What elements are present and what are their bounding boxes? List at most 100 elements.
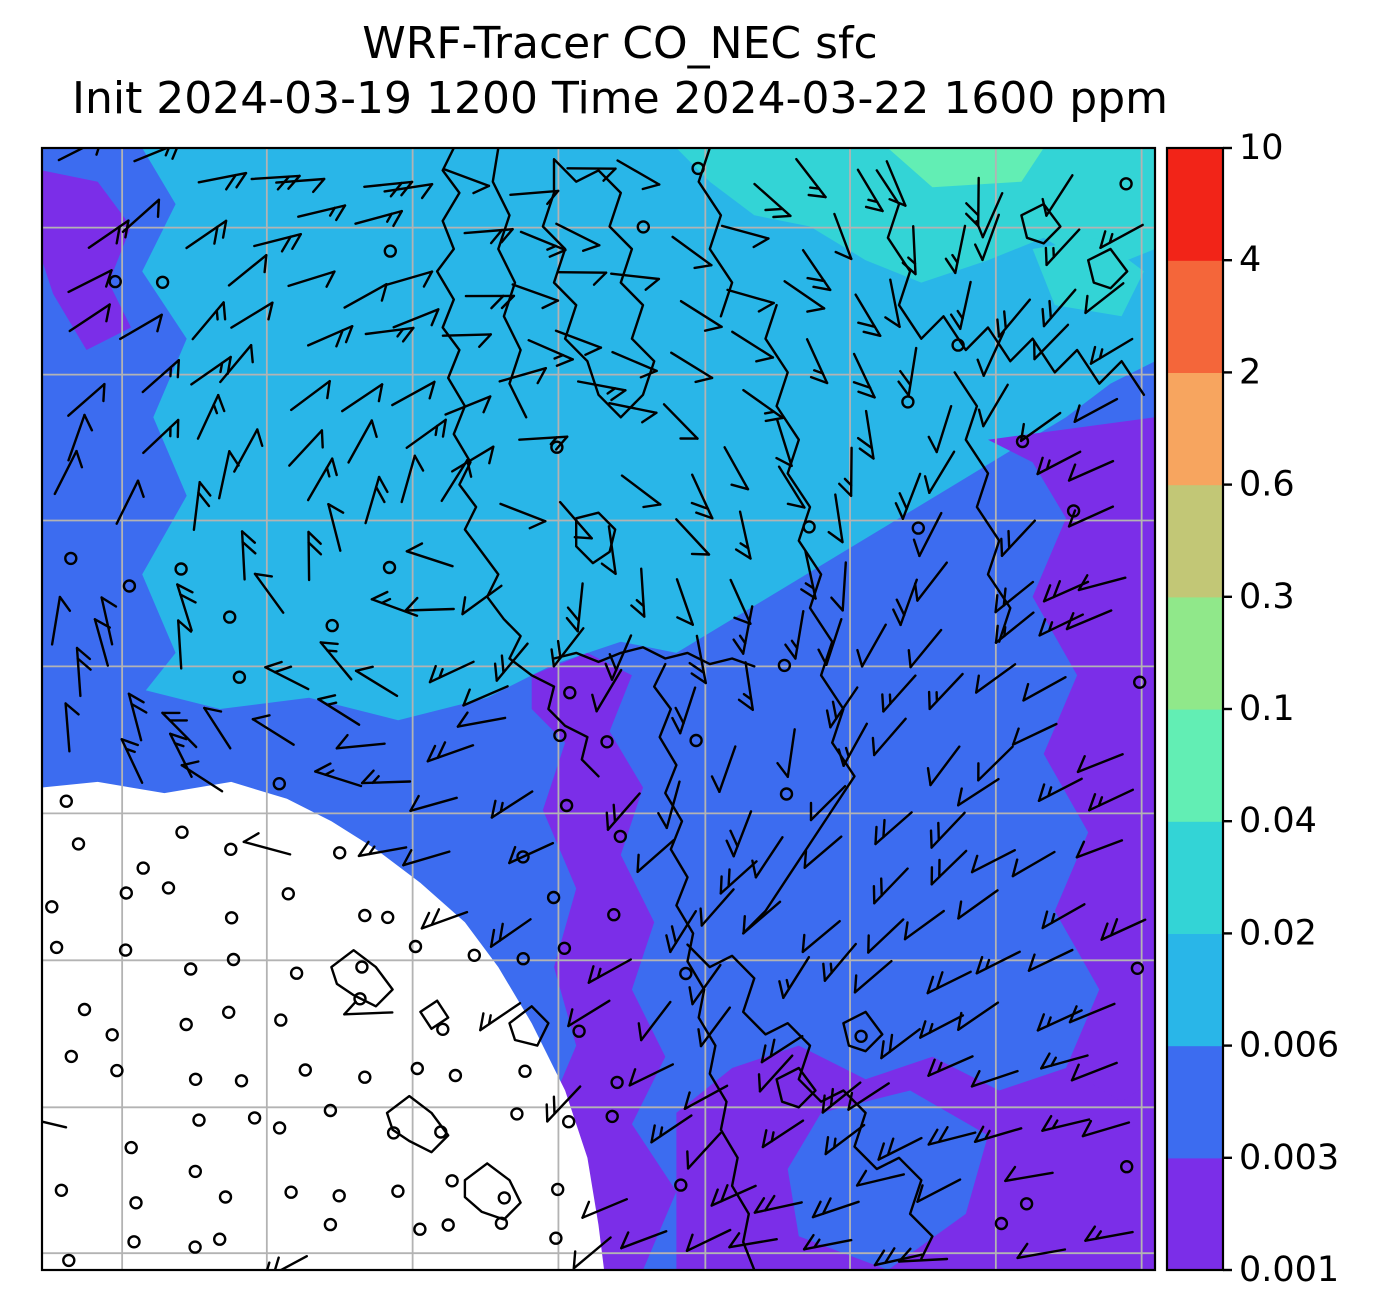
wind-barb-staff xyxy=(610,272,661,281)
wind-barb-tick xyxy=(264,660,283,669)
wind-barb-tick xyxy=(809,186,821,190)
wind-barb-staff xyxy=(278,1254,308,1270)
wind-barb-tick xyxy=(1003,310,1007,330)
wind-barb-tick xyxy=(657,812,668,830)
wind-barb-tick xyxy=(528,520,547,530)
wind-barb-staff xyxy=(251,718,295,746)
wind-barb-tick xyxy=(734,548,752,560)
wind-barb-tick xyxy=(817,648,828,666)
wind-barb-tick xyxy=(489,228,504,245)
wind-barb-staff xyxy=(760,1034,804,1064)
wind-barb-staff xyxy=(909,628,943,669)
wind-barb-tick xyxy=(249,344,254,364)
wind-barb-tick xyxy=(1037,783,1046,802)
wind-barb-tick xyxy=(926,975,935,995)
coastline xyxy=(686,943,934,1261)
wind-barb-tick xyxy=(913,582,919,602)
contour-region-blue-bottom-patch xyxy=(787,1090,988,1270)
wind-barb-tick xyxy=(886,1137,895,1157)
wind-barb-tick xyxy=(944,257,957,275)
wind-barb-tick xyxy=(370,590,389,601)
wind-barb-tick xyxy=(755,356,775,363)
wind-barb-tick xyxy=(852,381,872,389)
wind-barb-staff xyxy=(610,634,633,681)
calm-wind-circle xyxy=(54,1183,69,1198)
calm-wind-circle xyxy=(136,861,150,875)
wind-barb-tick xyxy=(1011,727,1020,746)
wind-barb-staff xyxy=(970,1069,1019,1088)
wind-barb-tick xyxy=(807,193,827,199)
calm-wind-circle xyxy=(674,1178,688,1192)
calm-wind-circle xyxy=(64,1049,79,1064)
wind-barb-tick xyxy=(752,237,770,249)
wind-barb-staff xyxy=(758,1054,794,1093)
wind-barb-tick xyxy=(884,1247,896,1265)
wind-barb-tick xyxy=(710,1188,719,1207)
wind-barb-tick xyxy=(1097,796,1104,807)
coastline xyxy=(742,303,856,935)
wind-barb-tick xyxy=(335,204,347,222)
wind-barb-tick xyxy=(222,301,227,321)
colorbar-tick-label: 4 xyxy=(1239,240,1261,280)
wind-barb-tick xyxy=(263,253,268,274)
wind-barb-staff xyxy=(264,666,310,691)
wind-barb-tick xyxy=(104,269,113,288)
wind-barb-staff xyxy=(1045,228,1081,267)
calm-wind-circle xyxy=(382,560,397,575)
wind-barb-staff xyxy=(1077,576,1127,592)
wind-barb-staff xyxy=(203,706,232,750)
colorbar-segment xyxy=(1167,372,1223,486)
wind-barb-tick xyxy=(422,270,434,288)
wind-barb-tick xyxy=(856,648,864,668)
wind-barb-staff xyxy=(191,301,225,341)
wind-barb-tick xyxy=(401,326,415,343)
wind-barb-tick xyxy=(1068,1005,1078,1024)
calm-wind-circle xyxy=(105,1028,119,1042)
calm-wind-circle xyxy=(274,1013,288,1027)
wind-barb-tick xyxy=(630,604,646,618)
wind-barb-tick xyxy=(312,177,326,194)
wind-barb-tick xyxy=(685,1233,694,1253)
calm-wind-circle xyxy=(600,735,614,749)
wind-barb-tick xyxy=(802,1233,815,1251)
wind-barb-tick xyxy=(1002,587,1007,607)
calm-wind-circle xyxy=(332,1189,346,1203)
calm-wind-circle xyxy=(549,1231,563,1245)
wind-barb-tick xyxy=(100,596,118,608)
wind-barb-tick xyxy=(725,839,735,858)
wind-barb-staff xyxy=(929,745,961,787)
wind-barb-staff xyxy=(864,409,875,460)
wind-barb-tick xyxy=(901,261,917,276)
wind-barb-staff xyxy=(742,900,782,935)
wind-barb-tick xyxy=(354,665,374,672)
wind-barb-tick xyxy=(136,479,145,498)
wind-barb-tick xyxy=(360,769,375,785)
wind-barb-tick xyxy=(769,1038,776,1058)
wind-barb-tick xyxy=(864,205,884,213)
wind-barb-tick xyxy=(409,794,420,812)
wind-barb-tick xyxy=(420,182,434,200)
wind-barb-tick xyxy=(867,198,879,204)
wind-barb-staff xyxy=(489,918,532,948)
wind-barb-tick xyxy=(552,1095,556,1115)
wind-barb-tick xyxy=(1076,755,1086,774)
wind-barb-staff xyxy=(732,810,753,858)
calm-wind-circle xyxy=(71,837,86,851)
wind-barb-tick xyxy=(198,481,212,497)
wind-barb-staff xyxy=(335,742,386,750)
wind-barb-tick xyxy=(1019,422,1025,443)
wind-barb-staff xyxy=(640,567,646,618)
wind-barb-tick xyxy=(834,250,853,261)
calm-wind-circle xyxy=(272,777,286,791)
wind-barb-tick xyxy=(478,333,492,348)
wind-barb-staff xyxy=(821,1081,862,1114)
wind-barb-tick xyxy=(75,449,84,469)
calm-wind-circle xyxy=(77,1002,92,1017)
wind-barb-staff xyxy=(577,380,627,392)
wind-barb-staff xyxy=(805,338,829,385)
calm-wind-circle xyxy=(188,1164,203,1179)
wind-barb-staff xyxy=(833,212,853,261)
wind-barb-staff xyxy=(912,224,917,276)
wind-barb-staff xyxy=(882,674,917,713)
wind-barb-staff xyxy=(959,280,972,330)
